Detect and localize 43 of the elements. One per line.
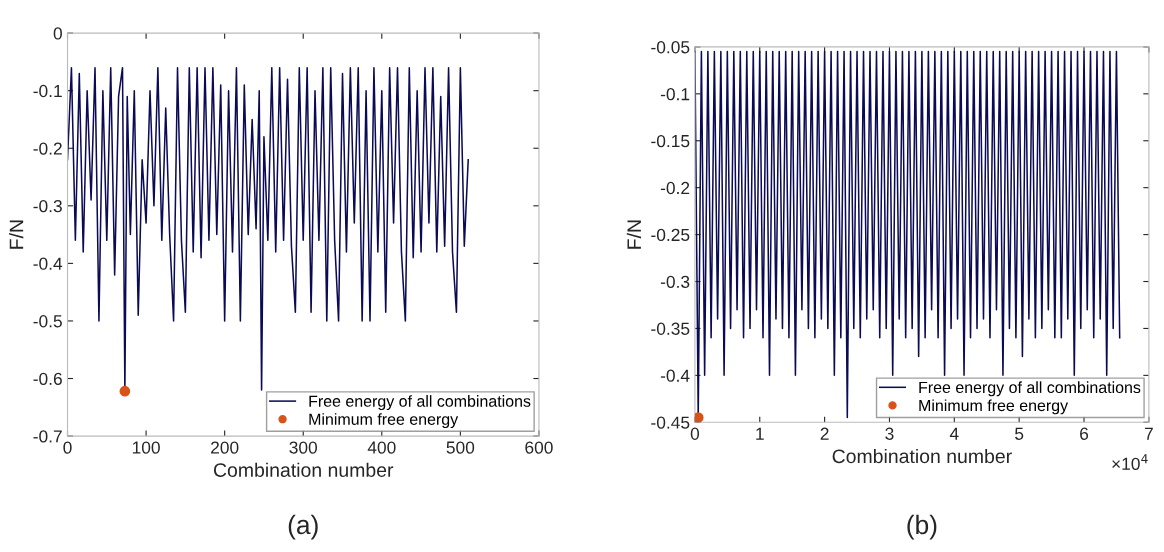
x-tick-label: 3: [885, 427, 894, 440]
x-tick-label: 500: [446, 441, 475, 454]
x-tick-label: 1: [756, 427, 764, 440]
y-tick-label: -0.3: [33, 199, 62, 213]
x-tick-label: 300: [289, 441, 318, 454]
legend-label: Minimum free energy: [919, 399, 1069, 415]
legend-label: Free energy of all combinations: [309, 395, 531, 411]
y-tick-label: -0.2: [660, 181, 690, 195]
x-tick-label: 6: [1080, 427, 1089, 440]
y-tick-label: -0.15: [651, 134, 690, 148]
y-axis-title: F/N: [626, 220, 642, 249]
y-tick-label: -0.25: [651, 228, 690, 242]
legend-label: Minimum free energy: [309, 413, 459, 429]
y-tick-label: -0.05: [651, 41, 690, 54]
x-tick-label: 600: [525, 441, 553, 454]
y-tick-label: -0.35: [651, 322, 690, 335]
text: (a): [288, 514, 318, 540]
y-tick-label: -0.2: [33, 142, 62, 155]
x-tick-label: 400: [367, 441, 396, 454]
y-tick-label: -0.6: [33, 372, 62, 385]
y-tick-label: -0.4: [660, 369, 690, 382]
x-tick-label: 100: [132, 441, 160, 454]
x-tick-label: 2: [820, 427, 829, 440]
y-tick-label: -0.7: [33, 430, 62, 443]
x-tick-label: 7: [1144, 427, 1153, 440]
x-axis-title: Combination number: [213, 462, 394, 477]
y-tick-label: -0.1: [33, 84, 62, 98]
legend-label: Free energy of all combinations: [919, 381, 1141, 397]
y-tick-label: 0: [53, 27, 62, 40]
y-tick-label: -0.4: [33, 257, 63, 270]
y-axis-title: F/N: [9, 220, 24, 249]
x-tick-label: 5: [1015, 427, 1024, 440]
x-tick-label: 4: [949, 427, 959, 440]
y-tick-label: -0.1: [660, 88, 690, 101]
y-tick-label: -0.5: [33, 315, 62, 328]
x-tick-label: 0: [63, 441, 72, 454]
x-tick-label: 0: [690, 427, 700, 440]
text: (b): [907, 514, 937, 540]
y-tick-label: -0.45: [651, 416, 690, 429]
text: ×10$^{4}$: [1112, 454, 1148, 470]
x-axis-title: Combination number: [832, 448, 1012, 464]
x-tick-label: 200: [211, 441, 239, 454]
y-tick-label: -0.3: [660, 275, 690, 288]
